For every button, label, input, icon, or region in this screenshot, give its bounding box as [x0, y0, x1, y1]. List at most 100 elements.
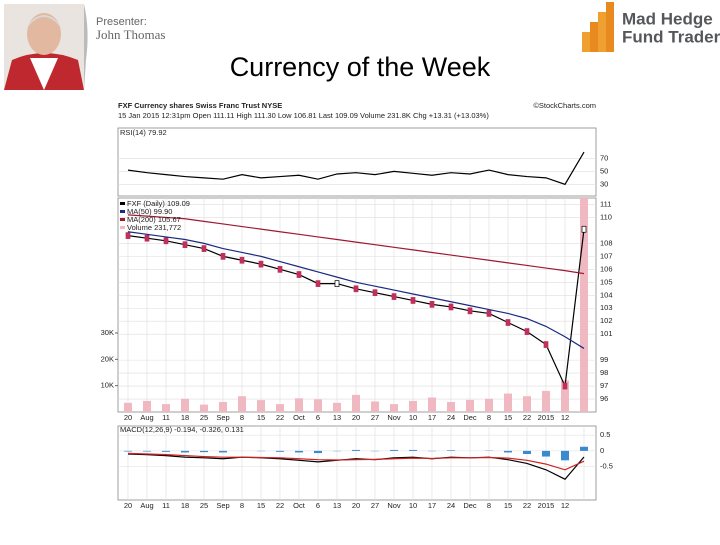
logo-bar	[606, 2, 614, 52]
bar	[390, 404, 398, 412]
x-tick-label: 10	[409, 501, 417, 510]
bar	[523, 451, 531, 454]
bar	[523, 396, 531, 412]
candle	[411, 297, 415, 303]
bar	[428, 398, 436, 412]
x-tick-label: 15	[504, 413, 512, 422]
candle	[164, 238, 168, 244]
panel-title: RSI(14) 79.92	[120, 128, 167, 137]
bar	[447, 450, 455, 451]
y-tick-label: 0	[600, 446, 604, 455]
x-tick-label: 8	[487, 501, 491, 510]
y-tick-label: 101	[600, 329, 613, 338]
x-tick-label: Nov	[387, 501, 401, 510]
x-tick-label: Aug	[140, 501, 153, 510]
bar	[257, 400, 265, 412]
x-tick-label: Dec	[463, 413, 477, 422]
candle	[582, 226, 586, 232]
x-tick-label: 8	[487, 413, 491, 422]
x-tick-label: Nov	[387, 413, 401, 422]
bar	[295, 398, 303, 412]
bar	[143, 401, 151, 412]
bar	[124, 451, 132, 452]
bar	[219, 402, 227, 412]
x-tick-label: 27	[371, 413, 379, 422]
y-tick-label: -0.5	[600, 462, 613, 471]
x-tick-label: 8	[240, 413, 244, 422]
bar	[542, 451, 550, 457]
candle	[202, 246, 206, 252]
y-tick-label: 50	[600, 166, 608, 175]
bar	[276, 404, 284, 412]
legend-entry: Volume 231,772	[127, 223, 181, 232]
y-tick-label: 105	[600, 277, 613, 286]
y2-tick-label: 10K	[101, 381, 114, 390]
logo-text: Fund Trader	[622, 27, 720, 46]
y-tick-label: 70	[600, 153, 608, 162]
x-tick-label: 6	[316, 413, 320, 422]
x-tick-label: Sep	[216, 413, 229, 422]
panel-title: MACD(12,26,9) -0.194, -0.326, 0.131	[120, 425, 244, 434]
panel-frame	[118, 198, 596, 412]
bar	[504, 451, 512, 453]
photo-face	[27, 13, 61, 55]
subtitle: 15 Jan 2015 12:31pm Open 111.11 High 111…	[118, 111, 489, 120]
candle	[297, 272, 301, 278]
bar	[314, 451, 322, 453]
bar	[162, 451, 170, 452]
bar	[542, 391, 550, 412]
source: ©StockCharts.com	[533, 101, 596, 110]
presenter-name: John Thomas	[96, 27, 165, 42]
candle	[126, 233, 130, 239]
logo	[582, 2, 614, 52]
candle	[525, 329, 529, 335]
bar	[561, 451, 569, 460]
bar	[409, 450, 417, 451]
legend-swatch	[120, 226, 125, 229]
candle	[468, 308, 472, 314]
x-tick-label: 20	[124, 413, 132, 422]
x-tick-label: 24	[447, 501, 455, 510]
legend-swatch	[120, 210, 125, 213]
y2-tick-label: 30K	[101, 328, 114, 337]
bar	[352, 450, 360, 451]
candle	[335, 281, 339, 287]
candle	[183, 242, 187, 248]
y-tick-label: 98	[600, 368, 608, 377]
bar	[200, 405, 208, 412]
y-tick-label: 110	[600, 212, 612, 221]
bar	[181, 451, 189, 453]
bar	[466, 400, 474, 412]
x-tick-label: 24	[447, 413, 455, 422]
bar	[162, 404, 170, 412]
x-tick-label: Dec	[463, 501, 477, 510]
x-tick-label: 13	[333, 501, 341, 510]
bar	[143, 451, 151, 452]
y-tick-label: 111	[600, 199, 611, 208]
legend-swatch	[120, 202, 125, 205]
x-tick-label: 22	[276, 413, 284, 422]
x-tick-label: 25	[200, 413, 208, 422]
bar	[124, 403, 132, 412]
x-tick-label: 18	[181, 413, 189, 422]
legend-swatch	[120, 218, 125, 221]
candle	[354, 286, 358, 292]
bar	[390, 450, 398, 451]
x-tick-label: 2015	[538, 501, 555, 510]
y-tick-label: 104	[600, 290, 613, 299]
y-tick-label: 97	[600, 381, 608, 390]
x-tick-label: Aug	[140, 413, 153, 422]
logo-text: Mad Hedge	[622, 9, 713, 28]
y-tick-label: 0.5	[600, 430, 610, 439]
candle	[430, 301, 434, 307]
panel-frame	[118, 128, 596, 196]
x-tick-label: 17	[428, 413, 436, 422]
candle	[145, 235, 149, 241]
bar	[504, 394, 512, 412]
x-tick-label: 27	[371, 501, 379, 510]
x-tick-label: 12	[561, 413, 569, 422]
logo-bar	[582, 32, 590, 52]
page-curl	[84, 4, 88, 90]
candle	[392, 294, 396, 300]
